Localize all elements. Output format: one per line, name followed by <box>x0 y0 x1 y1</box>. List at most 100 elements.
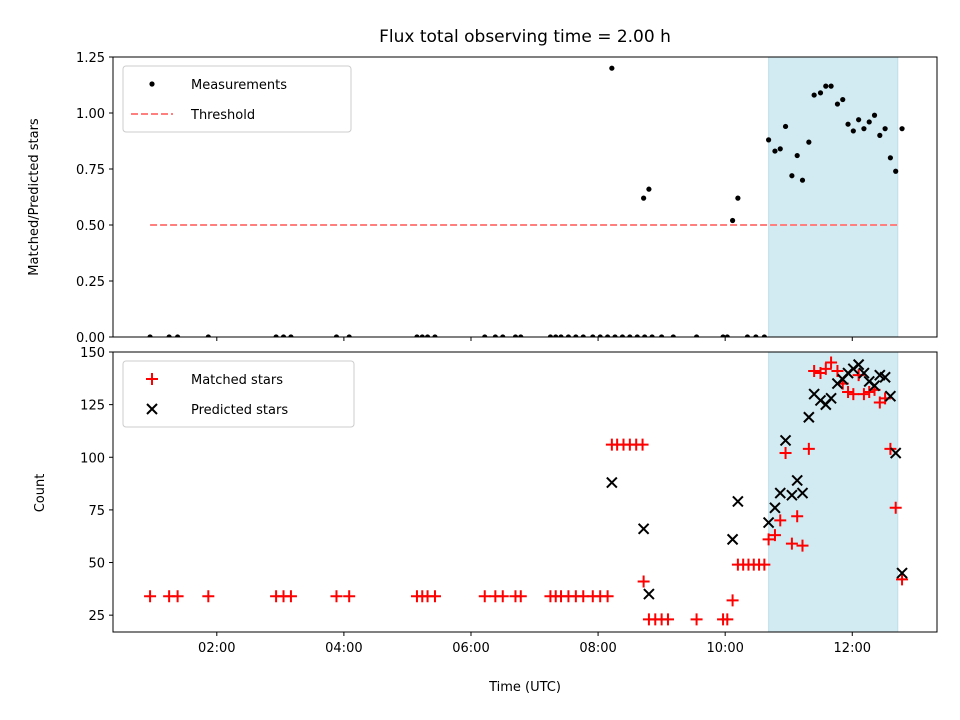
legend-marker-plus <box>146 373 158 385</box>
data-point-matched <box>601 590 614 603</box>
data-point <box>720 334 726 337</box>
data-point-matched <box>637 575 650 588</box>
data-point-predicted <box>796 487 809 499</box>
data-point-matched <box>726 594 739 607</box>
data-point <box>518 334 524 337</box>
data-point <box>877 132 883 138</box>
plot-frame <box>112 56 938 338</box>
legend-marker-dot <box>149 81 155 87</box>
data-point-matched <box>343 590 356 603</box>
data-point <box>799 177 806 183</box>
panel-top: 0.00 0.25 0.50 0.75 1.00 1.25 Measurements Thre… <box>76 51 938 346</box>
data-point <box>641 195 647 201</box>
data-point <box>856 117 862 123</box>
data-point <box>893 168 899 174</box>
data-point <box>899 126 905 132</box>
data-point <box>866 119 872 125</box>
y-tick-label: 75 <box>88 504 105 519</box>
data-point <box>609 65 615 71</box>
data-point-predicted <box>643 588 655 600</box>
data-point <box>627 334 633 337</box>
data-point <box>612 334 618 337</box>
data-point <box>887 155 893 161</box>
data-point <box>834 101 841 107</box>
data-point <box>845 121 851 127</box>
data-point-matched <box>796 539 809 552</box>
data-point-matched <box>842 386 855 398</box>
series-group <box>144 356 909 626</box>
data-point <box>280 334 287 337</box>
data-point <box>724 334 730 337</box>
data-point-matched <box>889 501 902 514</box>
data-point <box>811 92 817 98</box>
data-point-matched <box>762 533 775 546</box>
data-point-matched <box>808 364 821 377</box>
data-point-matched <box>428 590 441 603</box>
data-point <box>432 334 438 337</box>
data-point <box>840 96 846 103</box>
data-point <box>794 152 800 159</box>
y-tick-label: 150 <box>80 346 105 361</box>
data-point-matched <box>202 590 215 603</box>
data-point <box>642 334 648 337</box>
data-point <box>744 334 751 337</box>
data-point <box>729 217 736 224</box>
data-point <box>500 334 506 337</box>
data-point-matched <box>758 558 771 571</box>
data-point <box>205 334 211 337</box>
data-point-predicted <box>762 516 775 529</box>
data-point-matched <box>779 447 792 460</box>
y-tick-label: 0.50 <box>76 219 105 234</box>
data-point <box>693 334 700 337</box>
data-point-predicted <box>732 495 744 508</box>
data-point-matched <box>690 613 703 626</box>
data-point <box>346 334 352 337</box>
shaded-region <box>768 56 899 338</box>
data-point-matched <box>863 386 876 398</box>
data-point-predicted <box>825 392 837 405</box>
data-point-matched <box>144 590 157 603</box>
data-point <box>492 334 498 337</box>
data-point-matched <box>774 514 787 527</box>
data-point-matched <box>768 529 781 542</box>
data-point-matched <box>802 442 815 455</box>
data-point <box>646 186 652 192</box>
data-point-predicted <box>803 411 815 423</box>
x-tick-label: 02:00 <box>198 641 235 656</box>
y-tick-label: 25 <box>88 609 105 624</box>
data-point-predicted <box>769 502 781 514</box>
y-tick-label: 125 <box>80 399 105 414</box>
data-point <box>419 334 425 337</box>
data-point <box>806 139 812 145</box>
data-point-matched <box>171 590 184 603</box>
data-point-matched <box>857 388 870 401</box>
data-point-predicted <box>786 489 798 501</box>
legend: Matched stars Predicted stars <box>122 360 355 428</box>
data-point <box>735 195 741 201</box>
data-point-predicted <box>852 358 865 371</box>
y-tick-label: 0.75 <box>76 163 105 178</box>
data-point <box>634 334 640 337</box>
data-point-matched <box>636 438 649 451</box>
data-point-predicted <box>884 390 897 402</box>
chart-title: Flux total observing time = 2.00 h <box>379 27 671 47</box>
data-point-matched <box>284 590 297 603</box>
panel-bottom: 25 50 75 100 125 150 02:00 04:00 06:00 08:00 10:00… <box>80 346 938 656</box>
data-point <box>871 112 878 118</box>
data-point <box>553 334 559 337</box>
data-point-matched <box>847 388 860 401</box>
data-point-predicted <box>858 367 870 379</box>
x-tick-label: 08:00 <box>579 641 616 656</box>
legend-entry-label: Predicted stars <box>191 403 288 418</box>
data-point <box>789 173 795 179</box>
data-point <box>772 148 778 154</box>
data-point-predicted <box>879 371 891 383</box>
y-tick-label: 1.25 <box>76 51 105 66</box>
series-group <box>147 65 905 337</box>
data-point-matched <box>514 590 527 603</box>
data-point <box>753 334 759 337</box>
legend-entry-label: Threshold <box>190 108 255 123</box>
data-point <box>659 334 665 337</box>
data-point-matched <box>819 362 832 375</box>
data-point <box>558 334 564 337</box>
